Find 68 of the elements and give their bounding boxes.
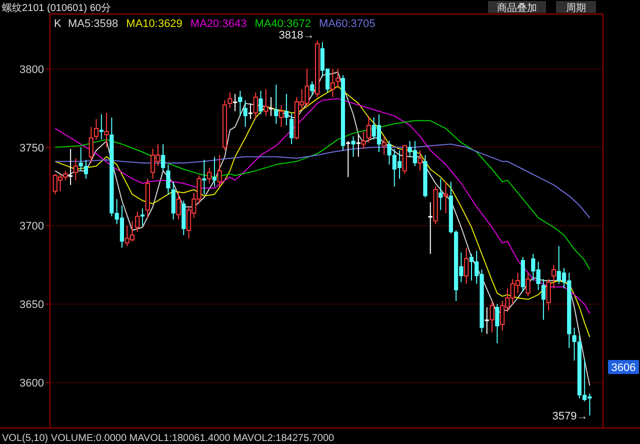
y-tick-label: 3650 [20,299,44,312]
text: MA60:3705 [318,18,376,30]
text: MA20:3643 [190,18,247,30]
candlestick [212,156,217,187]
candlestick [176,192,181,220]
annotation: 3579→ [552,410,588,422]
candlestick [484,306,489,334]
text: MA10:3629 [126,18,182,30]
candlestick [495,304,500,344]
annotation: K [54,18,62,30]
candlestick [94,118,99,140]
candlestick [88,126,94,164]
candlestick [140,208,145,226]
annotation: 3818→ [278,30,314,42]
candlestick [541,278,546,320]
text: MA5:3598 [68,18,118,30]
candlestick [238,90,242,116]
candlestick [99,114,104,140]
y-tick-label: 3700 [20,220,44,233]
candlestick [233,93,238,112]
candlestick [330,68,336,98]
candlestick [443,181,448,214]
candlestick [346,140,350,178]
candlestick [546,278,551,311]
candlestick [464,247,469,284]
candlestick [551,264,556,289]
candlestick [258,90,263,115]
candlestick [161,144,166,172]
chart-title: 螺纹2101 (010601) 60分 [2,2,111,14]
annotation: 商品叠加 [497,2,537,14]
y-tick-label: 3600 [20,378,44,390]
candlestick [418,150,422,172]
candlestick [243,100,248,128]
candlestick [104,112,109,148]
candlestick [351,136,356,158]
candlestick [73,158,78,181]
candlestick [361,131,366,150]
text: 3606 [611,362,636,374]
candlestick [166,164,170,195]
candlestick [526,272,530,297]
candlestick [171,181,176,220]
y-tick-label: 3800 [20,64,44,76]
candlestick [290,112,294,145]
candlestick [264,88,268,116]
candlestick [438,178,443,211]
candlestick [274,84,278,124]
candlestick [207,167,212,184]
candlestick [382,136,386,156]
text: MA40:3672 [254,18,311,30]
candlestick [248,102,253,120]
candlestick [68,148,73,186]
candlestick [217,154,222,187]
text: VOL(5,10) VOLUME:0.0000 MAVOL1:180061.4000 MAVOL2:184275.7000 [2,433,335,444]
candlestick [310,80,314,96]
candlestick [253,92,258,120]
candlestick [366,115,371,144]
annotation: 周期 [566,2,586,14]
candlestick [135,211,140,232]
candlestick [284,93,288,126]
candlestick [279,104,284,128]
candlestick [356,134,360,158]
candlestick [490,300,494,333]
candlestick [202,159,206,195]
candlestick [428,202,432,254]
candlestick [268,96,274,116]
candlestick [228,92,232,109]
candlestick [336,68,340,88]
y-tick-label: 3750 [20,142,44,154]
